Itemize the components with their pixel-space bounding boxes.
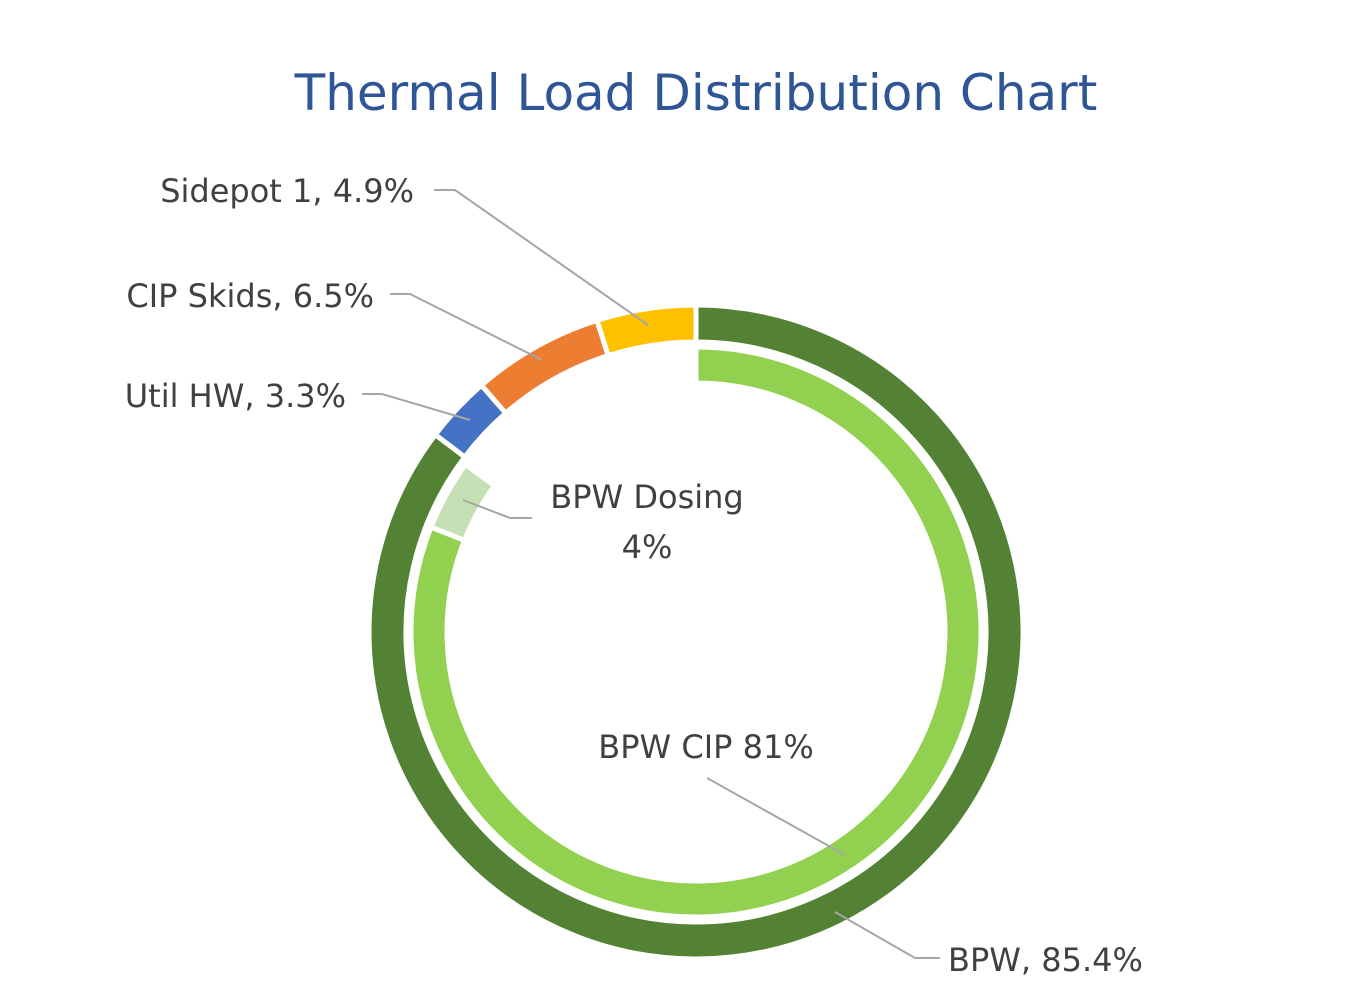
leader-bpw <box>834 911 940 959</box>
leader-cip-skids <box>390 293 543 361</box>
label-bpw-cip: BPW CIP 81% <box>598 728 813 766</box>
leader-bpw-dosing <box>462 499 532 519</box>
label-sidepot: Sidepot 1, 4.9% <box>160 172 414 210</box>
label-cip-skids: CIP Skids, 6.5% <box>126 277 374 315</box>
label-bpw-dosing-value: 4% <box>622 528 673 566</box>
chart-title: Thermal Load Distribution Chart <box>294 64 1098 122</box>
outer-slice-bpw <box>366 302 1026 962</box>
inner-slice-bpw-cip <box>408 344 984 920</box>
label-bpw-dosing: BPW Dosing <box>550 478 743 516</box>
inner-slice-empty <box>461 344 699 490</box>
label-bpw: BPW, 85.4% <box>948 941 1143 979</box>
leader-util-hw <box>362 393 471 421</box>
leader-bpw-cip <box>706 777 846 856</box>
leader-lines <box>362 189 940 959</box>
label-util-hw: Util HW, 3.3% <box>125 377 346 415</box>
leader-sidepot <box>434 189 649 326</box>
